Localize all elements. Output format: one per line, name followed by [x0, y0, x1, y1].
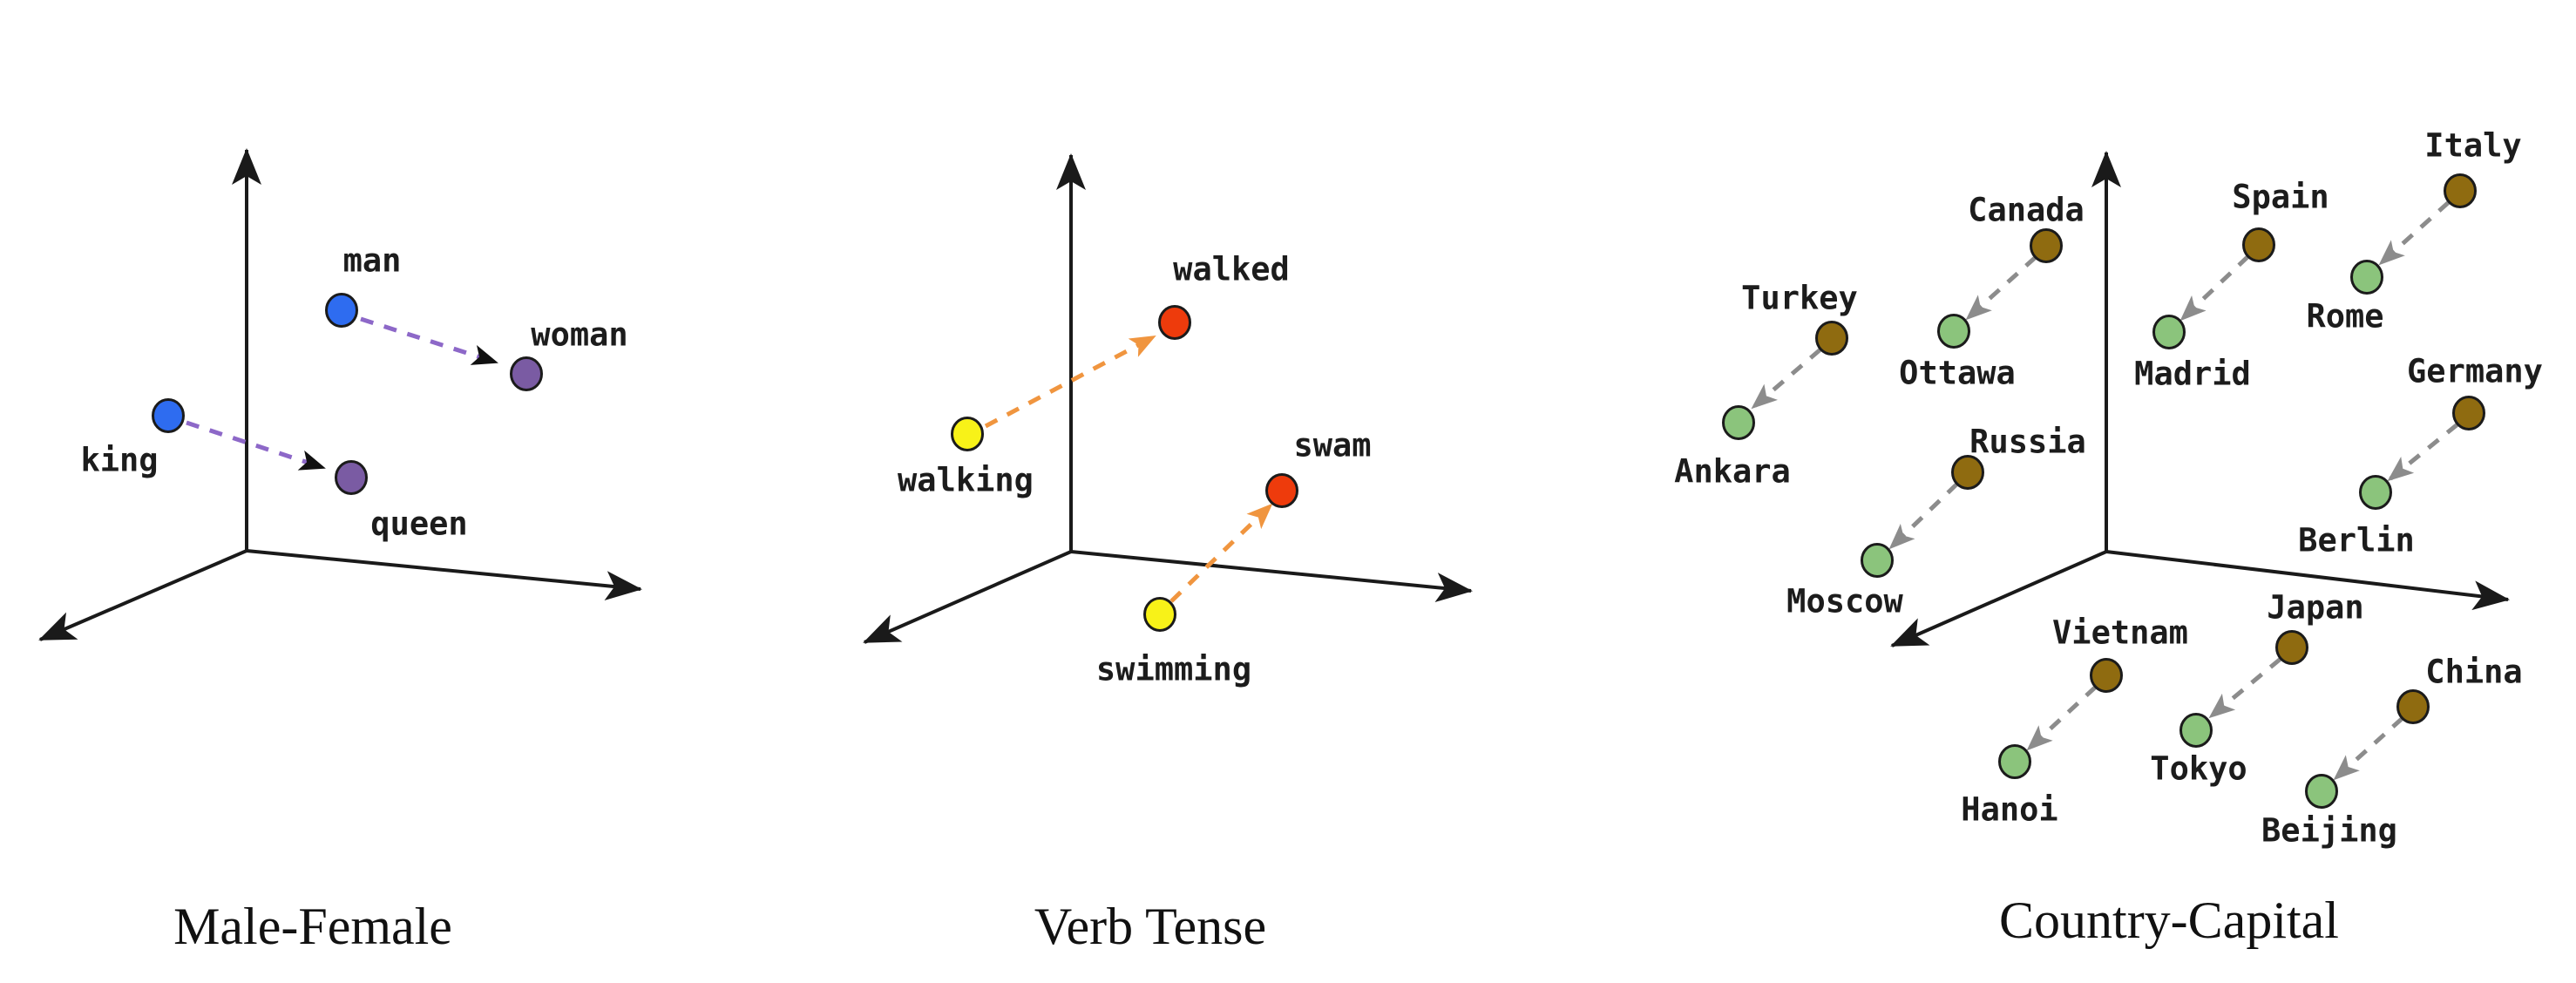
point-china [2396, 689, 2430, 724]
label-madrid: Madrid [2134, 356, 2251, 393]
point-japan [2275, 630, 2308, 665]
label-woman: woman [531, 316, 627, 354]
point-woman [510, 356, 543, 391]
point-rome [2350, 260, 2383, 295]
point-man [325, 293, 358, 328]
male-female-x-axis [246, 549, 642, 601]
panel-title-male-female: Male-Female [173, 898, 452, 955]
label-king: king [80, 442, 158, 479]
verb-tense-z-axis [863, 550, 1072, 644]
label-moscow: Moscow [1786, 583, 1903, 620]
panel-title-verb-tense: Verb Tense [1034, 898, 1266, 955]
label-beijing: Beijing [2261, 812, 2397, 850]
panel-verb-tense: walking walked swimming swam Verb Tense [863, 153, 1473, 955]
label-russia: Russia [1969, 424, 2086, 461]
point-vietnam [2090, 658, 2123, 693]
point-swam [1265, 473, 1298, 508]
label-italy: Italy [2424, 127, 2521, 165]
arrow-king-queen [186, 420, 326, 471]
point-germany [2452, 396, 2485, 430]
arrow-china-beijing [2333, 716, 2404, 781]
panel-country-capital: Turkey Canada Spain Italy Germany Russia Vietn… [1674, 127, 2543, 950]
arrow-germany-berlin [2387, 423, 2459, 482]
label-swimming: swimming [1096, 651, 1251, 688]
label-ottawa: Ottawa [1899, 355, 2016, 392]
point-moscow [1861, 543, 1894, 578]
label-rome: Rome [2306, 298, 2383, 336]
point-walked [1158, 305, 1191, 340]
panel-title-country-capital: Country-Capital [1999, 891, 2339, 949]
point-spain [2242, 227, 2275, 262]
point-turkey [1815, 321, 1848, 356]
arrow-spain-madrid [2179, 254, 2250, 322]
arrow-italy-rome [2378, 200, 2451, 266]
label-man: man [343, 242, 402, 280]
arrow-swimming-swam [1169, 503, 1273, 603]
arrow-turkey-ankara [1751, 348, 1822, 410]
arrow-man-woman [360, 316, 498, 365]
male-female-z-axis [38, 549, 247, 641]
point-beijing [2305, 774, 2338, 809]
label-china: China [2425, 654, 2522, 691]
arrow-vietnam-hanoi [2026, 685, 2098, 751]
arrow-canada-ottawa [1965, 255, 2037, 321]
label-japan: Japan [2267, 589, 2363, 627]
country-capital-z-axis [1890, 550, 2107, 647]
label-walked: walked [1173, 251, 1290, 288]
verb-tense-x-axis [1070, 550, 1473, 603]
panel-male-female: man woman king queen Male-Female [38, 148, 642, 955]
arrow-walking-walked [984, 334, 1156, 429]
point-madrid [2152, 315, 2186, 349]
point-queen [335, 460, 368, 495]
point-walking [951, 417, 984, 451]
label-swam: swam [1293, 427, 1371, 464]
point-hanoi [1998, 744, 2031, 779]
label-hanoi: Hanoi [1961, 791, 2057, 829]
point-ottawa [1937, 314, 1970, 349]
point-canada [2030, 228, 2063, 263]
point-russia [1951, 455, 1984, 490]
label-turkey: Turkey [1741, 280, 1858, 317]
label-queen: queen [370, 505, 467, 543]
label-canada: Canada [1968, 192, 2085, 229]
point-tokyo [2179, 713, 2213, 748]
label-vietnam: Vietnam [2052, 614, 2188, 652]
point-italy [2444, 173, 2477, 208]
point-berlin [2359, 475, 2392, 510]
label-germany: Germany [2407, 353, 2543, 390]
point-ankara [1722, 405, 1755, 440]
label-ankara: Ankara [1674, 453, 1791, 491]
label-walking: walking [898, 462, 1034, 499]
arrow-japan-tokyo [2208, 657, 2282, 719]
country-capital-x-axis [2105, 550, 2510, 611]
point-king [152, 398, 185, 433]
label-berlin: Berlin [2298, 522, 2415, 559]
label-spain: Spain [2232, 179, 2329, 216]
point-swimming [1143, 597, 1176, 632]
arrow-russia-moscow [1888, 482, 1959, 550]
label-tokyo: Tokyo [2150, 750, 2247, 788]
